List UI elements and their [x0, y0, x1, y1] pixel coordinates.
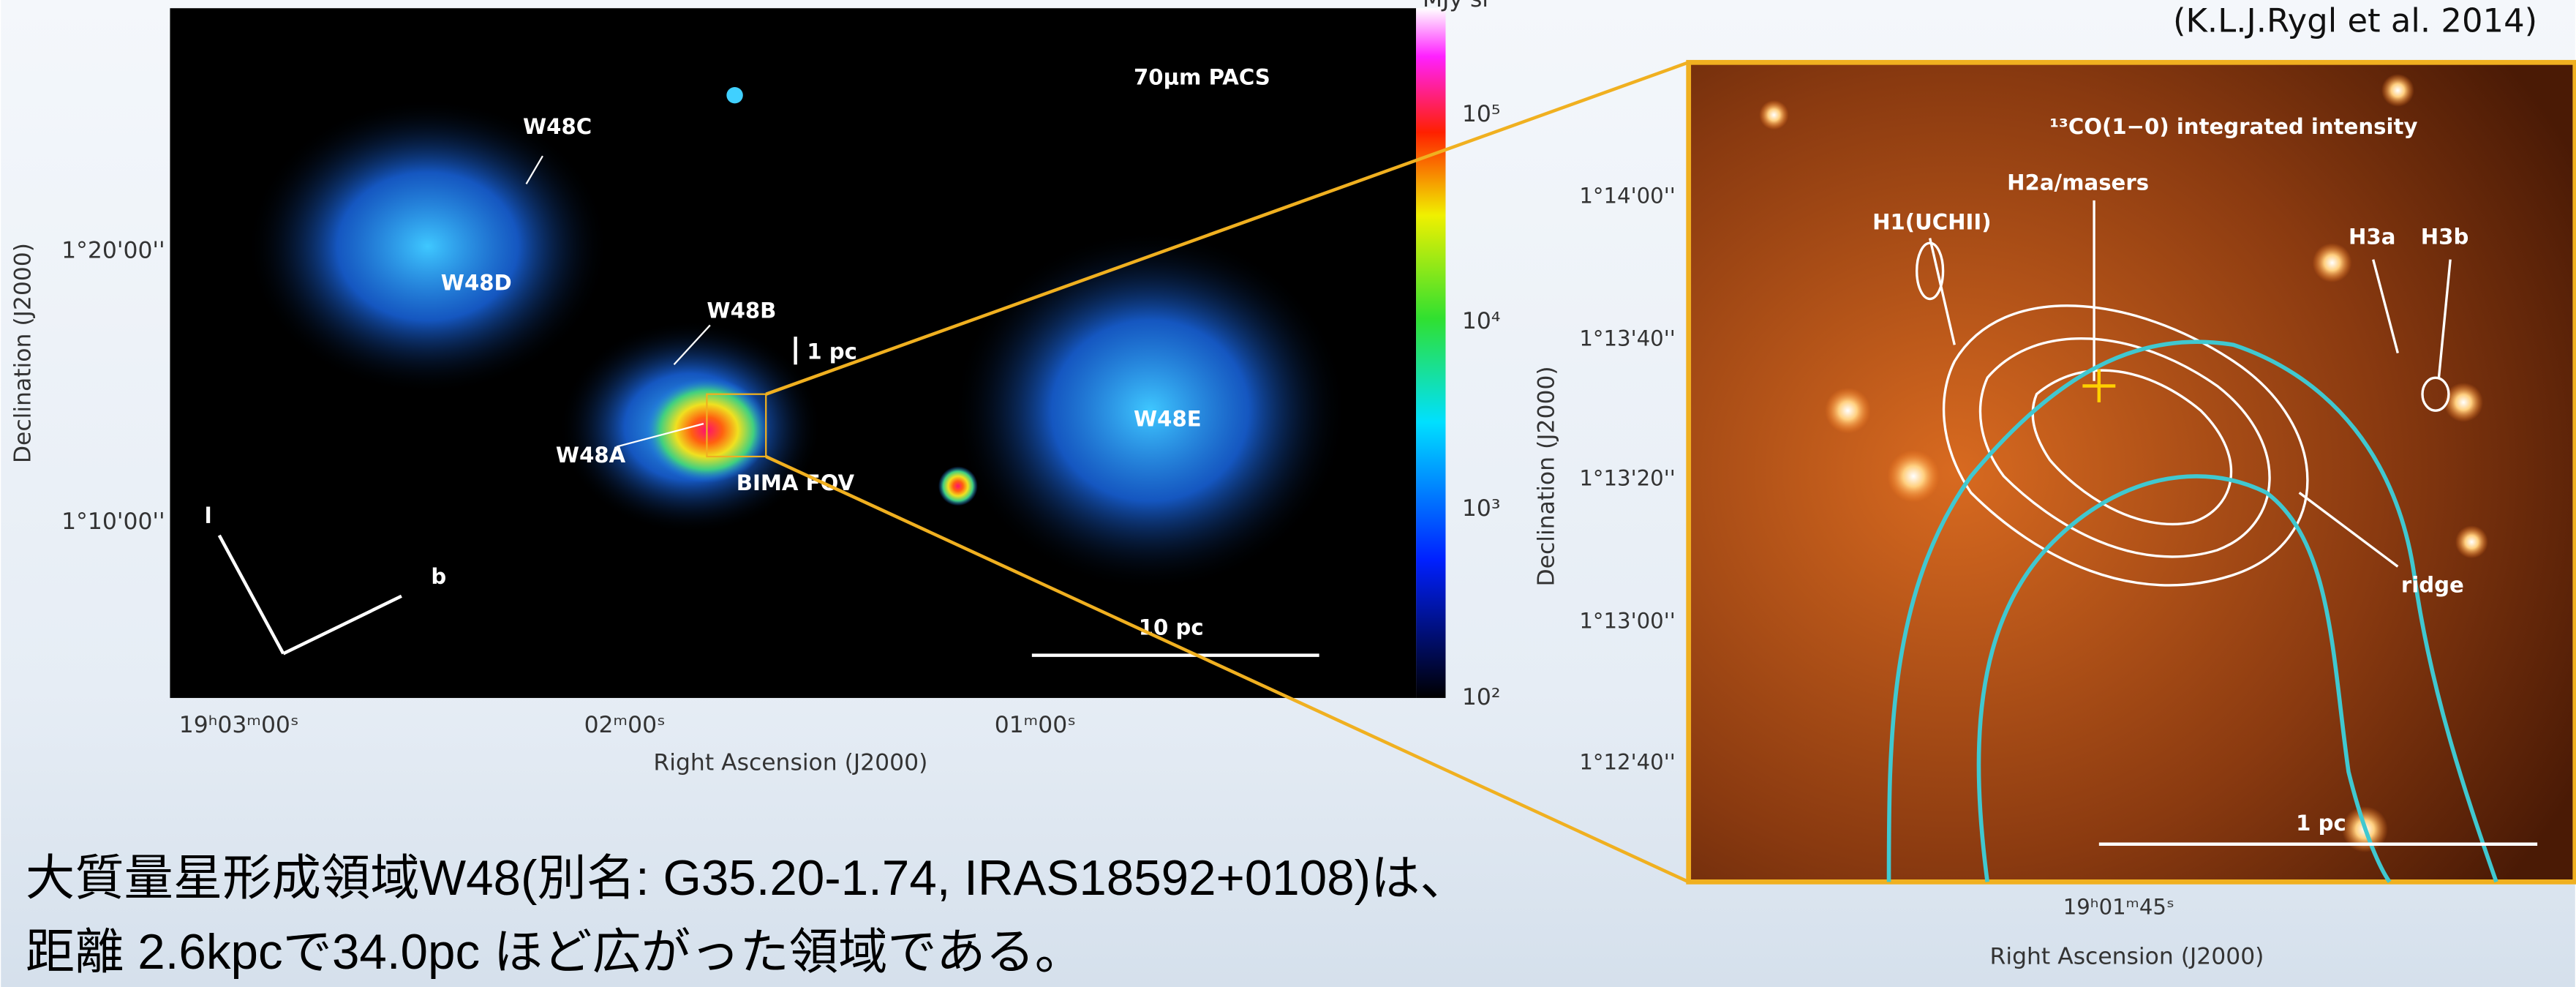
pointer [2437, 259, 2452, 378]
x-tick-label: 01ᵐ00ˢ [995, 712, 1076, 738]
cloud [953, 230, 1347, 592]
x-axis-label: Right Ascension (J2000) [1990, 944, 2264, 970]
colorbar-unit: MJy sr [1423, 0, 1491, 12]
source-label: H3a [2349, 224, 2395, 249]
contour [2031, 369, 2233, 526]
region-label: W48B [707, 298, 776, 323]
image-frame [1686, 59, 2576, 885]
right-image: ¹³CO(1−0) integrated intensity H1(UCHII)… [1534, 59, 2576, 970]
region-label: W48D [441, 270, 512, 295]
citation: (K.L.J.Rygl et al. 2014) [2173, 1, 2537, 40]
source-label: H3b [2421, 224, 2469, 249]
x-axis-label: Right Ascension (J2000) [653, 750, 927, 776]
colorbar-tick: 10⁵ [1462, 101, 1501, 127]
pointer [673, 324, 711, 366]
scale-label: 1 pc [807, 339, 857, 364]
region-label: W48A [556, 443, 626, 468]
contour [1942, 304, 2309, 587]
contour [1978, 337, 2271, 558]
axis-arrow [282, 594, 402, 656]
zoom-box [706, 393, 767, 458]
y-axis-label: Declination (J2000) [1534, 366, 1560, 586]
pointer [1928, 238, 1956, 345]
y-tick-label: 1°13'00'' [1579, 609, 1675, 634]
star [2444, 382, 2484, 422]
source [938, 466, 978, 506]
axis-label: b [431, 564, 446, 589]
y-tick-label: 1°13'20'' [1579, 465, 1675, 490]
cyan-contours [1886, 339, 2498, 883]
colorbar-tick: 10⁴ [1462, 308, 1501, 334]
y-tick-label: 1°13'40'' [1579, 326, 1675, 351]
caption-line: 距離 2.6kpcで34.0pc ほど広がった領域である。 [26, 925, 1084, 980]
pointer [2298, 492, 2399, 568]
y-axis-label: Declination (J2000) [10, 243, 37, 463]
colorbar-tick: 10³ [1462, 495, 1501, 522]
axis-arrow [217, 534, 285, 655]
fov-label: BIMA FOV [737, 470, 855, 495]
image-title: ¹³CO(1−0) integrated intensity [2049, 114, 2417, 139]
source-label: ridge [2401, 572, 2464, 597]
scale-label: 10 pc [1139, 615, 1204, 640]
source-label: H1(UCHII) [1872, 209, 1992, 234]
pointer [616, 423, 704, 448]
pointer [2372, 259, 2399, 354]
axis-label: l [205, 503, 212, 528]
star [1759, 100, 1789, 130]
zoom-connector [765, 454, 1690, 884]
source-label: H2a/masers [2007, 170, 2149, 195]
colorbar [1416, 8, 1446, 698]
star [1887, 450, 1940, 503]
contour [2421, 376, 2450, 412]
region-label: W48C [523, 114, 592, 139]
star [1824, 387, 1871, 434]
maser-cross [2082, 369, 2116, 402]
left-image: 70μm PACS W48C W48D W48B W48A W48E BIMA … [10, 0, 1501, 776]
y-tick-label: 1°12'40'' [1579, 750, 1675, 775]
region-label: W48E [1134, 407, 1202, 432]
x-tick-label: 02ᵐ00ˢ [584, 712, 666, 738]
x-tick-label: 19ʰ03ᵐ00ˢ [179, 712, 299, 738]
zoom-connector [765, 61, 1690, 396]
y-tick-label: 1°10'00'' [61, 508, 165, 535]
colorbar-tick: 10² [1462, 684, 1501, 710]
star [2455, 525, 2488, 559]
scale-label: 1 pc [2296, 811, 2346, 836]
x-tick-label: 19ʰ01ᵐ45ˢ [2063, 894, 2174, 919]
y-tick-label: 1°14'00'' [1579, 183, 1675, 208]
caption-line: 大質量星形成領域W48(別名: G35.20-1.74, IRAS18592+0… [26, 851, 1469, 906]
contour [1886, 339, 2498, 883]
contour [1976, 474, 2392, 883]
band-label: 70μm PACS [1134, 65, 1270, 90]
star [2381, 74, 2414, 107]
star [2312, 243, 2352, 283]
pointer [525, 155, 543, 184]
contours [1915, 200, 2452, 587]
source [726, 86, 743, 104]
cloud [246, 98, 609, 394]
y-tick-label: 1°20'00'' [61, 237, 165, 263]
